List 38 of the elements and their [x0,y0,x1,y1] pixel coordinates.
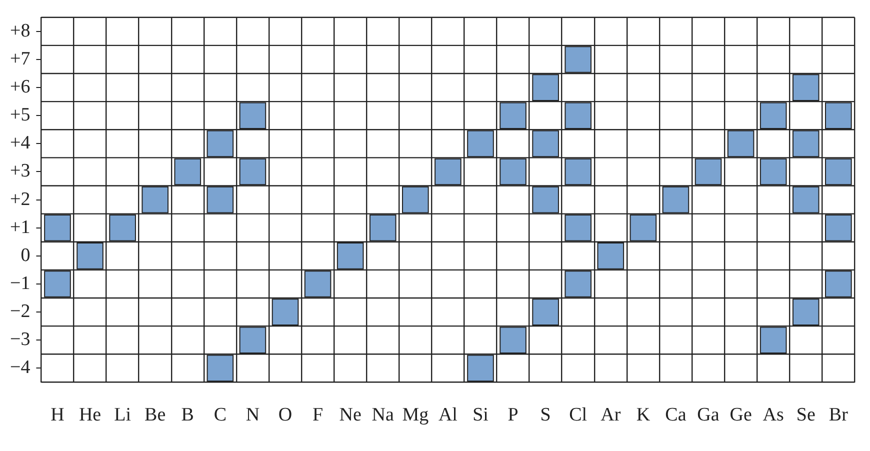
x-tick-label: Ar [600,404,622,426]
x-tick-label: Al [438,404,458,426]
x-tick-label: As [762,404,784,426]
x-tick-label: Ge [730,404,752,426]
x-tick-label: N [246,404,260,426]
x-tick-label: Mg [402,404,430,426]
y-tick-label: −2 [10,301,30,322]
y-tick-label: +8 [10,20,30,42]
y-tick-label: +4 [10,132,31,154]
x-tick-label: He [78,404,102,426]
x-tick-label: Be [144,404,166,426]
x-tick-label: F [312,404,324,426]
x-tick-label: Na [372,404,395,426]
x-tick-label: Ca [665,404,687,426]
x-tick-label: Br [828,404,849,426]
x-tick-label: C [214,404,227,426]
y-tick-label: +6 [10,76,30,98]
y-tick-label: +1 [10,216,30,238]
y-tick-label: −4 [10,357,31,378]
x-tick-label: Ga [697,404,720,426]
y-tick-label: −3 [10,329,30,350]
x-tick-label: Se [796,404,816,426]
x-tick-label: H [50,404,65,426]
x-tick-label: K [636,404,650,426]
y-tick-label: −1 [10,272,30,294]
y-tick-label: +3 [10,160,30,182]
y-tick-label: 0 [20,244,30,266]
y-tick-label: +5 [10,104,30,126]
x-tick-label: S [540,404,551,426]
x-tick-label: O [278,404,292,426]
x-tick-label: Li [114,404,132,426]
x-tick-label: P [508,404,518,426]
x-tick-label: B [181,404,194,426]
x-tick-label: Si [472,404,488,426]
y-tick-label: +2 [10,188,30,210]
y-tick-label: +7 [10,48,30,70]
x-tick-label: Cl [569,404,588,426]
x-tick-label: Ne [339,404,362,426]
